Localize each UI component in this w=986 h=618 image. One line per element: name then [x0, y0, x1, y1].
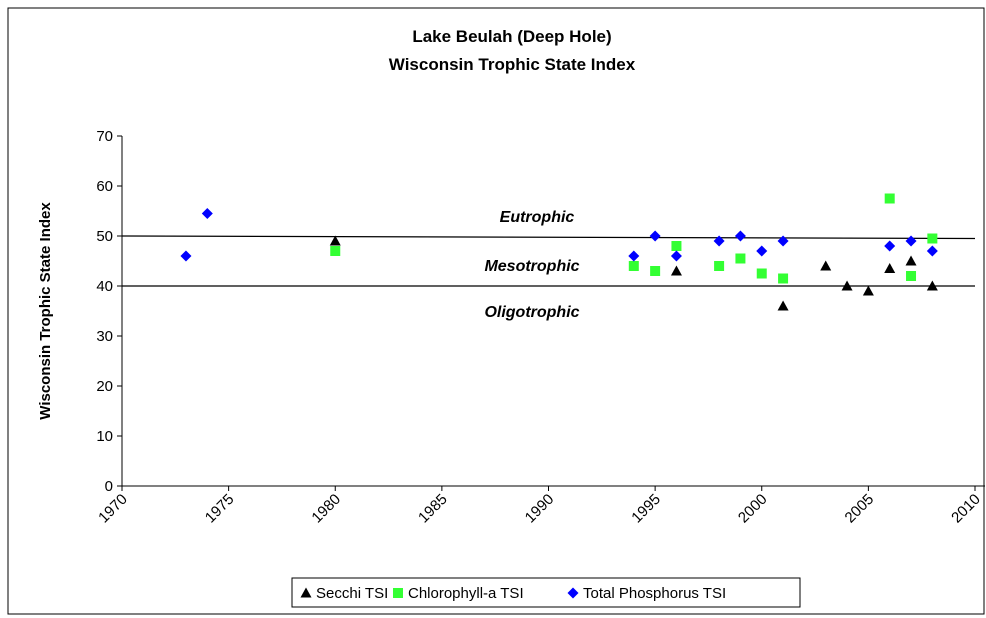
point [670, 265, 682, 276]
point [713, 235, 725, 247]
point [670, 250, 682, 262]
point [330, 246, 341, 256]
legend-label: Total Phosphorus TSI [583, 585, 726, 602]
point [180, 250, 192, 262]
legend-label: Chlorophyll-a TSI [408, 585, 524, 602]
y-tick-label: 50 [96, 228, 113, 245]
legend-marker [393, 588, 403, 598]
point [628, 261, 639, 271]
point [649, 230, 661, 242]
annotation: Oligotrophic [484, 304, 579, 321]
point [329, 235, 341, 246]
point [756, 245, 768, 257]
point [884, 193, 895, 204]
point [777, 235, 789, 247]
chart-border [7, 7, 985, 615]
annotation: Mesotrophic [484, 258, 579, 275]
point [778, 273, 789, 284]
point [628, 250, 640, 262]
point [884, 240, 896, 252]
point [650, 266, 661, 276]
y-tick-label: 0 [105, 478, 113, 495]
point [927, 233, 938, 244]
point [926, 280, 938, 291]
trophic-line [121, 235, 976, 240]
point [926, 245, 938, 257]
point [734, 230, 746, 242]
y-tick-label: 20 [96, 378, 113, 395]
legend-marker [300, 587, 312, 598]
y-tick-label: 40 [96, 278, 113, 295]
point [884, 263, 896, 273]
point [820, 260, 832, 271]
point [756, 268, 767, 279]
point [201, 208, 213, 219]
legend-label: Secchi TSI [316, 585, 388, 602]
y-tick-label: 10 [96, 428, 113, 445]
point [714, 261, 725, 271]
point [841, 280, 853, 291]
legend [291, 577, 801, 608]
point [905, 235, 917, 247]
chart-title: Lake Beulah (Deep Hole) [412, 27, 611, 46]
point [905, 255, 917, 266]
y-axis-label: Wisconsin Trophic State Index [37, 202, 54, 420]
point [735, 253, 746, 264]
point [671, 241, 682, 251]
legend-marker [567, 587, 579, 599]
chart-subtitle: Wisconsin Trophic State Index [389, 55, 636, 74]
point [906, 271, 917, 281]
y-tick-label: 70 [96, 128, 113, 145]
annotation: Eutrophic [500, 209, 575, 226]
y-tick-label: 60 [96, 178, 113, 195]
point [777, 300, 789, 311]
point [862, 285, 874, 296]
y-tick-label: 30 [96, 328, 113, 345]
